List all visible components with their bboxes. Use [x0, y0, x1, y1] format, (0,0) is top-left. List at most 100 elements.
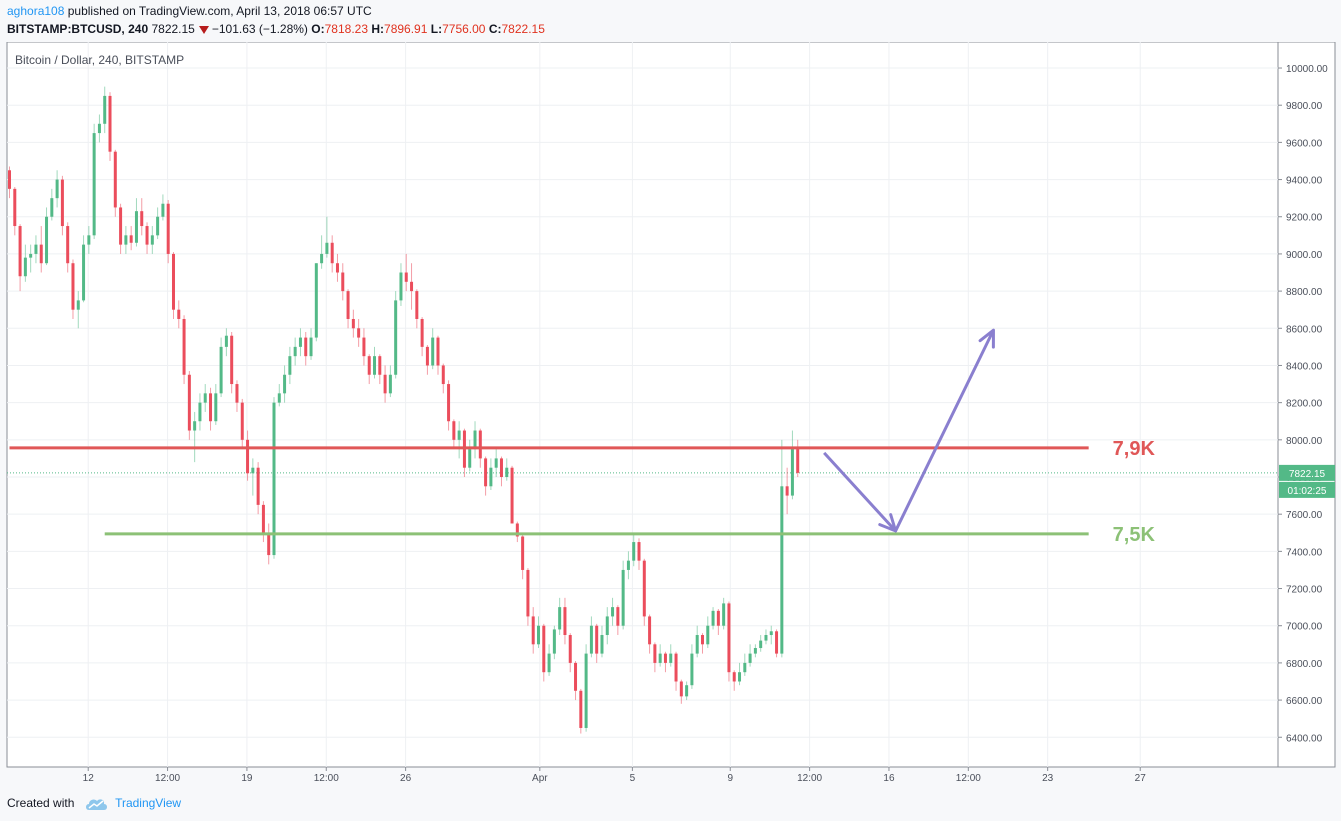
candle-body [362, 337, 366, 357]
candle-body [558, 607, 562, 630]
candle [690, 644, 694, 689]
candle [45, 207, 49, 266]
candle-body [706, 625, 710, 645]
candle-body [373, 356, 377, 375]
open-label: O: [311, 22, 325, 36]
candle [283, 365, 287, 403]
chart-header: aghora108 published on TradingView.com, … [0, 0, 1341, 42]
candle [330, 235, 334, 273]
y-tick-label: 8600.00 [1286, 324, 1323, 335]
y-tick-label: 8200.00 [1286, 399, 1323, 410]
candle-body [87, 235, 91, 245]
y-tick-label: 8800.00 [1286, 287, 1323, 298]
candle-body [388, 374, 392, 394]
candle-body [209, 393, 213, 422]
candle-body [193, 421, 197, 431]
y-tick-label: 7200.00 [1286, 585, 1323, 596]
x-tick-label: 12:00 [797, 773, 822, 784]
candle-body [214, 393, 218, 422]
candle [357, 318, 361, 347]
price-chart[interactable]: 7,9K7,5K 10000.009800.009600.009400.0092… [0, 42, 1341, 788]
candle [595, 623, 599, 663]
candle-body [76, 300, 80, 310]
candle [653, 642, 657, 673]
author-link[interactable]: aghora108 [7, 4, 65, 18]
price-axis[interactable] [1277, 42, 1336, 768]
y-tick-label: 7000.00 [1286, 622, 1323, 633]
candle [288, 346, 292, 385]
candle [134, 198, 138, 247]
candle [531, 607, 535, 654]
candle-body [119, 207, 123, 245]
candle [669, 644, 673, 667]
candle-body [367, 356, 371, 375]
candle [388, 365, 392, 398]
y-tick-label: 9400.00 [1286, 176, 1323, 187]
x-tick-label: 19 [241, 773, 253, 784]
candle-body [171, 253, 175, 310]
candle-body [261, 504, 265, 533]
candle-body [743, 662, 747, 673]
candle [71, 259, 75, 319]
candle-body [616, 607, 620, 626]
candle-body [404, 272, 408, 282]
candle-body [690, 653, 694, 686]
plot-area[interactable] [6, 42, 1279, 768]
candle-body [563, 607, 567, 636]
candle [410, 263, 414, 310]
candle-body [150, 235, 154, 245]
candle [82, 235, 86, 303]
candle-body [425, 346, 429, 366]
candle-body [663, 653, 667, 663]
y-tick-label: 8000.00 [1286, 436, 1323, 447]
candle-body [346, 291, 350, 319]
candle-body [230, 335, 234, 385]
candle-body [637, 542, 641, 561]
y-tick-label: 6800.00 [1286, 659, 1323, 670]
candle [267, 523, 271, 565]
candle [537, 616, 540, 649]
published-text: published on TradingView.com, April 13, … [67, 4, 372, 18]
candle-body [478, 430, 482, 459]
candle [727, 601, 731, 682]
candle-body [510, 467, 514, 524]
candle-body [330, 242, 334, 264]
countdown-tag [1279, 481, 1335, 498]
candle-body [436, 337, 440, 366]
candle-body [531, 616, 535, 645]
candle-body [187, 374, 191, 431]
candle [722, 597, 726, 630]
candle-body [166, 203, 170, 254]
candle-body [23, 257, 27, 277]
candle-body [224, 335, 228, 347]
candle [648, 614, 652, 654]
candle [515, 521, 519, 543]
candle [298, 328, 302, 357]
candle-body [653, 644, 657, 663]
candle-body [335, 263, 339, 273]
candle-body [552, 629, 556, 654]
candle-body [108, 95, 112, 152]
x-tick-label: 5 [630, 773, 636, 784]
candle-body [219, 346, 223, 394]
candle-body [341, 272, 345, 292]
candle-body [161, 203, 165, 217]
candle-body [272, 402, 276, 556]
candle-body [600, 635, 604, 654]
candle [76, 291, 80, 329]
candle [272, 397, 276, 559]
y-tick-label: 9800.00 [1286, 101, 1323, 112]
candle [632, 532, 636, 567]
candle-body [256, 467, 260, 505]
candle [187, 371, 191, 440]
tradingview-brand[interactable]: TradingView [115, 796, 182, 810]
candle [156, 207, 160, 240]
y-tick-label: 7400.00 [1286, 547, 1323, 558]
candle-body [298, 337, 302, 347]
candle-body [526, 569, 530, 617]
arrow-head-down [878, 513, 898, 533]
candle [383, 365, 387, 403]
candle [706, 616, 710, 649]
candle-body [441, 365, 445, 385]
candle [23, 244, 27, 282]
